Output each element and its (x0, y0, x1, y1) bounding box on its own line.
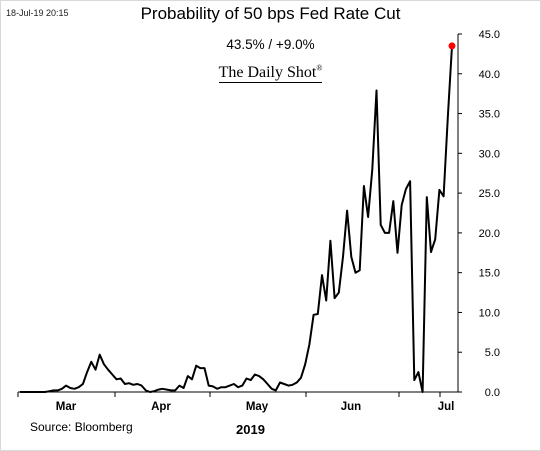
x-tick-label: Mar (56, 401, 77, 413)
x-axis-label: 2019 (236, 422, 265, 437)
brand-mark: ® (316, 64, 323, 73)
y-tick-label: 0.0 (485, 387, 500, 399)
series-line (20, 45, 453, 393)
y-tick-label: 45.0 (479, 29, 500, 41)
y-tick-label: 20.0 (479, 228, 500, 240)
y-tick-label: 35.0 (479, 109, 500, 121)
brand-logo: The Daily Shot® (0, 64, 541, 84)
x-tick-label: Jul (438, 401, 455, 413)
y-tick-label: 5.0 (485, 347, 500, 359)
chart-title: Probability of 50 bps Fed Rate Cut (140, 4, 401, 23)
timestamp: 18-Jul-19 20:15 (6, 8, 69, 18)
y-tick-label: 15.0 (479, 268, 500, 280)
chart-subtitle: 43.5% / +9.0% (226, 37, 315, 52)
y-tick-label: 25.0 (479, 188, 500, 200)
y-tick-label: 30.0 (479, 148, 500, 160)
x-tick-label: Jun (341, 401, 361, 413)
source-note: Source: Bloomberg (30, 420, 133, 434)
y-tick-label: 40.0 (479, 69, 500, 81)
y-tick-label: 10.0 (479, 307, 500, 319)
x-tick-label: May (246, 401, 269, 413)
last-point-marker (448, 42, 456, 50)
brand-name: The Daily Shot (218, 64, 317, 84)
x-tick-label: Apr (151, 401, 171, 413)
